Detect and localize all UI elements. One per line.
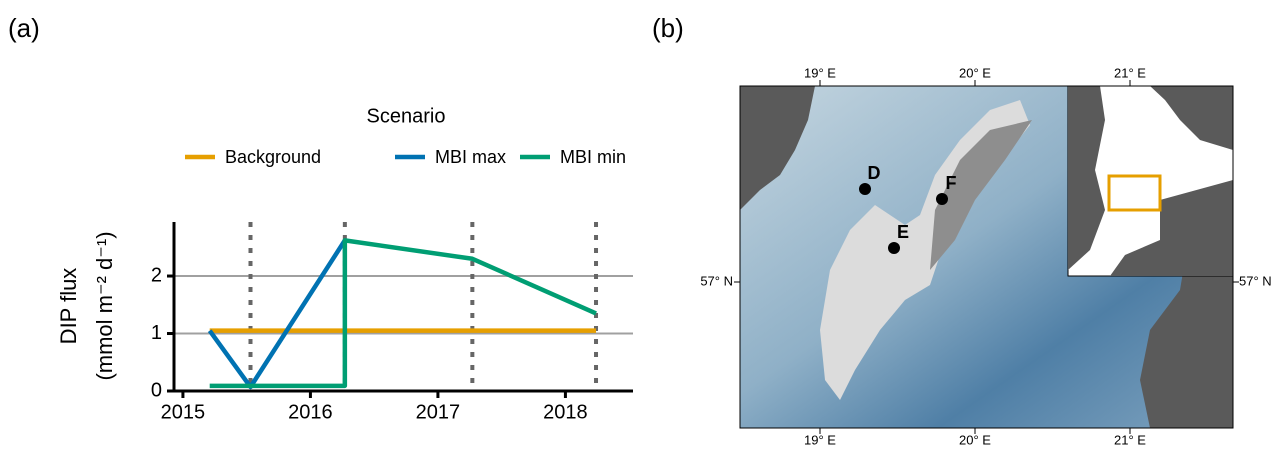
series-line (210, 240, 345, 387)
lon-label: 19° E (804, 432, 836, 447)
site-label: F (946, 173, 957, 193)
y-axis-label: DIP flux (56, 268, 81, 345)
site-label: E (897, 222, 909, 242)
figure: (a) (b) Scenario DIP flux (mmol m⁻² d⁻¹)… (0, 0, 1278, 449)
x-tick-label: 2015 (161, 401, 206, 423)
lat-label: 57° N (700, 273, 733, 288)
y-tick-label: 1 (151, 322, 162, 344)
y-axis-label: (mmol m⁻² d⁻¹) (92, 231, 117, 380)
legend-label: MBI min (560, 147, 626, 167)
lon-label: 19° E (804, 65, 836, 80)
lon-label: 21° E (1114, 432, 1146, 447)
legend-title: Scenario (367, 105, 446, 127)
map (740, 86, 1233, 428)
legend-label: Background (225, 147, 321, 167)
lon-label: 20° E (959, 432, 991, 447)
x-tick-label: 2018 (543, 401, 588, 423)
y-tick-label: 0 (151, 379, 162, 401)
lon-label: 21° E (1114, 65, 1146, 80)
lat-label: 57° N (1239, 273, 1272, 288)
y-tick-label: 2 (151, 264, 162, 286)
legend-label: MBI max (435, 147, 506, 167)
lon-label: 20° E (959, 65, 991, 80)
site-label: D (868, 163, 881, 183)
x-tick-label: 2017 (416, 401, 461, 423)
x-tick-label: 2016 (288, 401, 333, 423)
panel-label: (b) (652, 13, 684, 43)
panel-label: (a) (8, 13, 40, 43)
